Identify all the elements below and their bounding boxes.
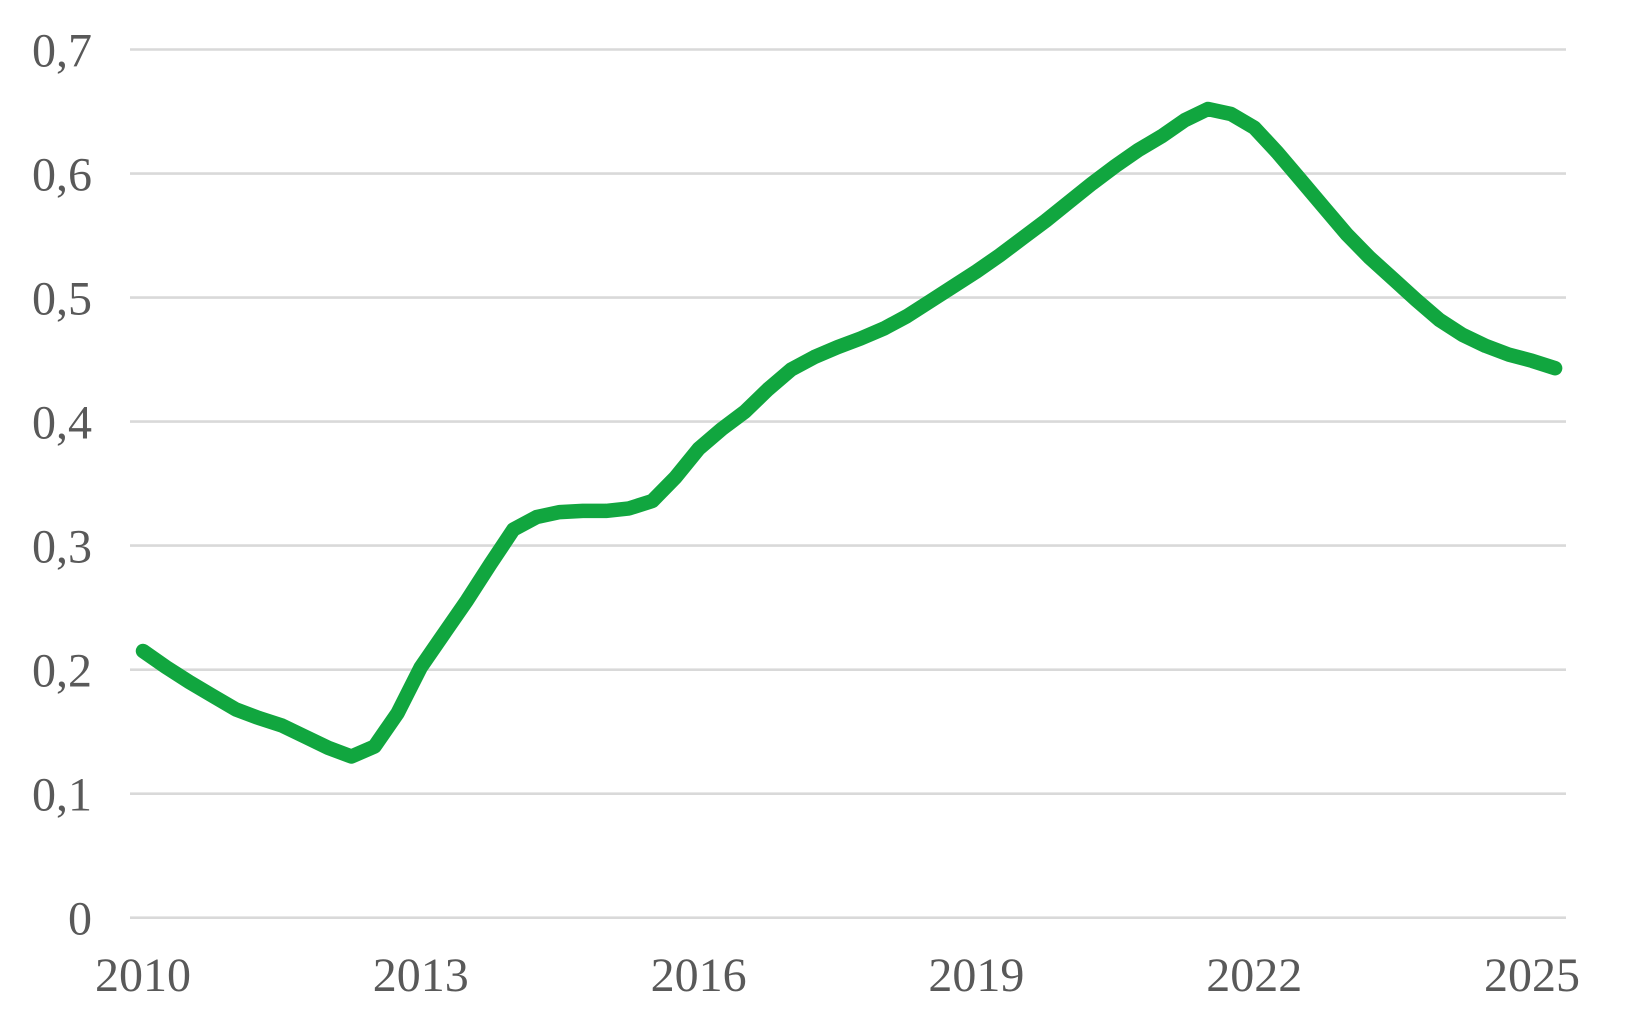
- y-axis-tick-label: 0: [68, 893, 92, 946]
- data-line: [135, 101, 1563, 764]
- x-axis-tick-label: 2025: [1484, 949, 1580, 1002]
- y-axis-tick-label: 0,5: [32, 273, 92, 326]
- x-axis-tick-label: 2013: [373, 949, 469, 1002]
- series-group: [135, 101, 1563, 764]
- x-axis-tick-label: 2019: [928, 949, 1024, 1002]
- y-axis-labels-group: 0 0,1 0,2 0,3 0,4 0,5 0,6 0,7: [32, 24, 92, 945]
- y-axis-tick-label: 0,4: [32, 397, 92, 450]
- x-axis-tick-label: 2016: [651, 949, 747, 1002]
- gridlines-group: [130, 48, 1566, 920]
- y-axis-tick-label: 0,6: [32, 149, 92, 202]
- x-axis-tick-label: 2022: [1206, 949, 1302, 1002]
- x-axis-labels-group: 2010 2013 2016 2019 2022 2025: [95, 949, 1580, 1002]
- x-axis-tick-label: 2010: [95, 949, 191, 1002]
- y-axis-tick-label: 0,3: [32, 521, 92, 574]
- y-axis-tick-label: 0,1: [32, 769, 92, 822]
- y-axis-tick-label: 0,7: [32, 24, 92, 77]
- y-axis-tick-label: 0,2: [32, 645, 92, 698]
